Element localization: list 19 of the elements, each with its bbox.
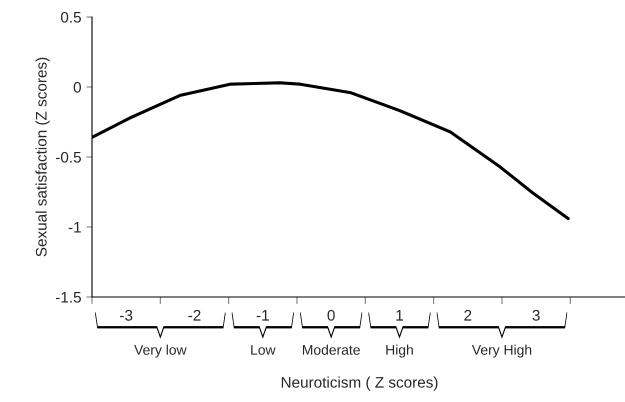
- y-axis-title: Sexual satisfaction (Z scores): [35, 58, 50, 256]
- x-tick-label: 0: [327, 310, 335, 321]
- x-tick-label: 3: [532, 310, 540, 321]
- x-tick-label: -2: [188, 310, 201, 321]
- text: High: [386, 344, 413, 358]
- text: Very low: [134, 344, 187, 358]
- text: Moderate: [302, 344, 360, 355]
- text: Very High: [472, 344, 532, 358]
- y-tick-label: 0.5: [60, 12, 81, 23]
- x-tick-label: -1: [256, 310, 269, 321]
- y-tick-label: 0: [74, 82, 81, 93]
- y-tick-label: -1.5: [56, 292, 81, 303]
- y-tick-label: -1: [68, 222, 81, 233]
- text: Low: [251, 345, 276, 355]
- x-tick-label: 2: [464, 310, 472, 321]
- x-axis-title: Neuroticism ( Z scores): [282, 376, 438, 391]
- y-tick-label: -0.5: [56, 152, 81, 163]
- x-tick-label: -3: [120, 310, 132, 321]
- x-tick-label: 1: [396, 310, 403, 321]
